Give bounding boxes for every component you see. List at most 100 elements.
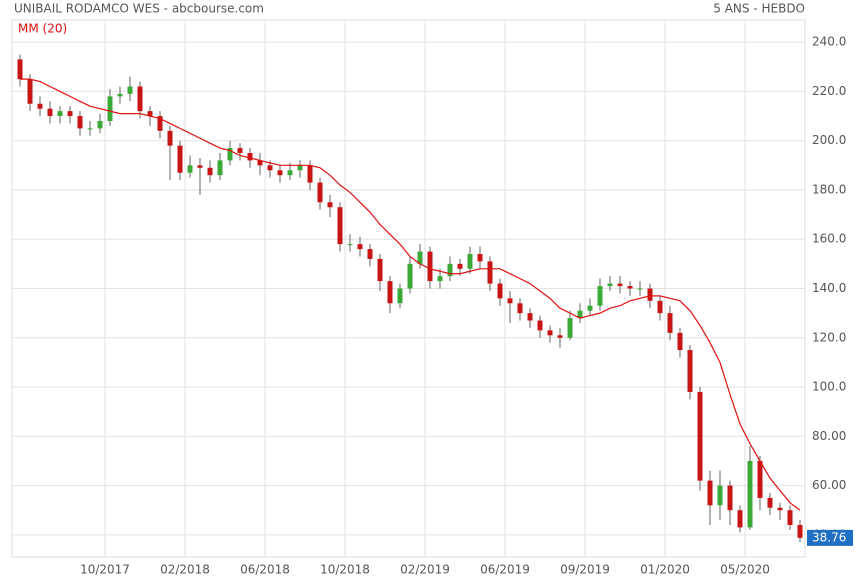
x-tick-label: 06/2018	[240, 563, 290, 577]
candle-body	[407, 263, 413, 289]
candle-body	[97, 120, 103, 129]
candle-body	[177, 145, 183, 173]
candle-body	[727, 485, 733, 511]
y-tick-label: 200.0	[812, 133, 846, 147]
candle-body	[577, 310, 583, 319]
chart-title: UNIBAIL RODAMCO WES - abcbourse.com	[14, 2, 264, 16]
candle-body	[157, 116, 163, 131]
candle-body	[417, 251, 423, 264]
candle-body	[707, 480, 713, 506]
legend-entry: MM (20)	[18, 22, 67, 36]
candle-body	[467, 254, 473, 269]
candle-body	[207, 167, 213, 176]
y-tick-label: 100.0	[812, 380, 846, 394]
candle-body	[37, 103, 43, 109]
candle-body	[647, 288, 653, 301]
candle-body	[87, 128, 93, 130]
candle-body	[497, 283, 503, 299]
candle-body	[717, 485, 723, 506]
candle-body	[187, 165, 193, 173]
candle-body	[527, 313, 533, 321]
x-tick-label: 10/2018	[320, 563, 370, 577]
candle-body	[117, 93, 123, 97]
candle-body	[287, 170, 293, 176]
candle-body	[377, 258, 383, 282]
candle-body	[637, 288, 643, 290]
candle-body	[537, 320, 543, 331]
candle-body	[447, 263, 453, 277]
last-price-box	[807, 529, 853, 546]
candle-body	[687, 350, 693, 392]
y-tick-label: 160.0	[812, 232, 846, 246]
period-label: 5 ANS - HEBDO	[713, 2, 805, 16]
candle-body	[607, 283, 613, 287]
candle-body	[17, 59, 23, 80]
candle-body	[387, 281, 393, 304]
candle-body	[27, 79, 33, 104]
x-tick-label: 05/2020	[720, 563, 770, 577]
candle-body	[617, 283, 623, 287]
candle-body	[147, 111, 153, 117]
candle-body	[667, 313, 673, 333]
candle-body	[657, 300, 663, 314]
candle-body	[737, 510, 743, 528]
candle-body	[587, 305, 593, 311]
y-tick-label: 80.00	[812, 429, 846, 443]
candle-body	[237, 148, 243, 154]
candle-body	[547, 330, 553, 336]
candle-body	[457, 263, 463, 269]
x-tick-label: 09/2019	[560, 563, 610, 577]
candle-body	[627, 286, 633, 289]
candle-body	[347, 244, 353, 246]
x-tick-label: 02/2018	[160, 563, 210, 577]
candle-body	[597, 286, 603, 306]
candle-body	[77, 116, 83, 129]
candle-body	[137, 86, 143, 112]
candle-body	[487, 261, 493, 284]
candle-body	[167, 130, 173, 146]
candle-body	[397, 288, 403, 304]
y-tick-label: 120.0	[812, 330, 846, 344]
candle-body	[477, 254, 483, 262]
candle-body	[47, 108, 53, 117]
candle-body	[507, 298, 513, 304]
x-tick-label: 02/2019	[400, 563, 450, 577]
candle-body	[757, 460, 763, 498]
candle-body	[367, 249, 373, 259]
candle-body	[227, 148, 233, 161]
y-tick-label: 180.0	[812, 182, 846, 196]
y-tick-label: 60.00	[812, 478, 846, 492]
candle-body	[247, 153, 253, 161]
candle-body	[317, 182, 323, 203]
candle-body	[767, 497, 773, 508]
candle-body	[357, 244, 363, 250]
x-tick-label: 06/2019	[480, 563, 530, 577]
candle-body	[267, 165, 273, 171]
candle-body	[337, 207, 343, 245]
candle-body	[297, 165, 303, 171]
candle-body	[67, 111, 73, 117]
candle-body	[197, 165, 203, 168]
candle-body	[557, 335, 563, 338]
candle-body	[427, 251, 433, 282]
candle-body	[107, 96, 113, 121]
last-price-label: 38.76	[812, 530, 846, 544]
candle-body	[127, 86, 133, 94]
candle-body	[307, 165, 313, 183]
candle-body	[517, 303, 523, 314]
candle-body	[327, 202, 333, 208]
candle-body	[257, 160, 263, 166]
candle-body	[697, 391, 703, 481]
y-tick-label: 140.0	[812, 281, 846, 295]
candle-body	[567, 318, 573, 338]
x-tick-label: 01/2020	[640, 563, 690, 577]
candle-body	[437, 276, 443, 282]
candle-body	[797, 524, 803, 538]
candle-body	[747, 460, 753, 528]
candle-body	[277, 170, 283, 176]
candle-body	[787, 510, 793, 525]
candle-body	[677, 332, 683, 351]
x-tick-label: 10/2017	[80, 563, 130, 577]
y-tick-label: 220.0	[812, 84, 846, 98]
